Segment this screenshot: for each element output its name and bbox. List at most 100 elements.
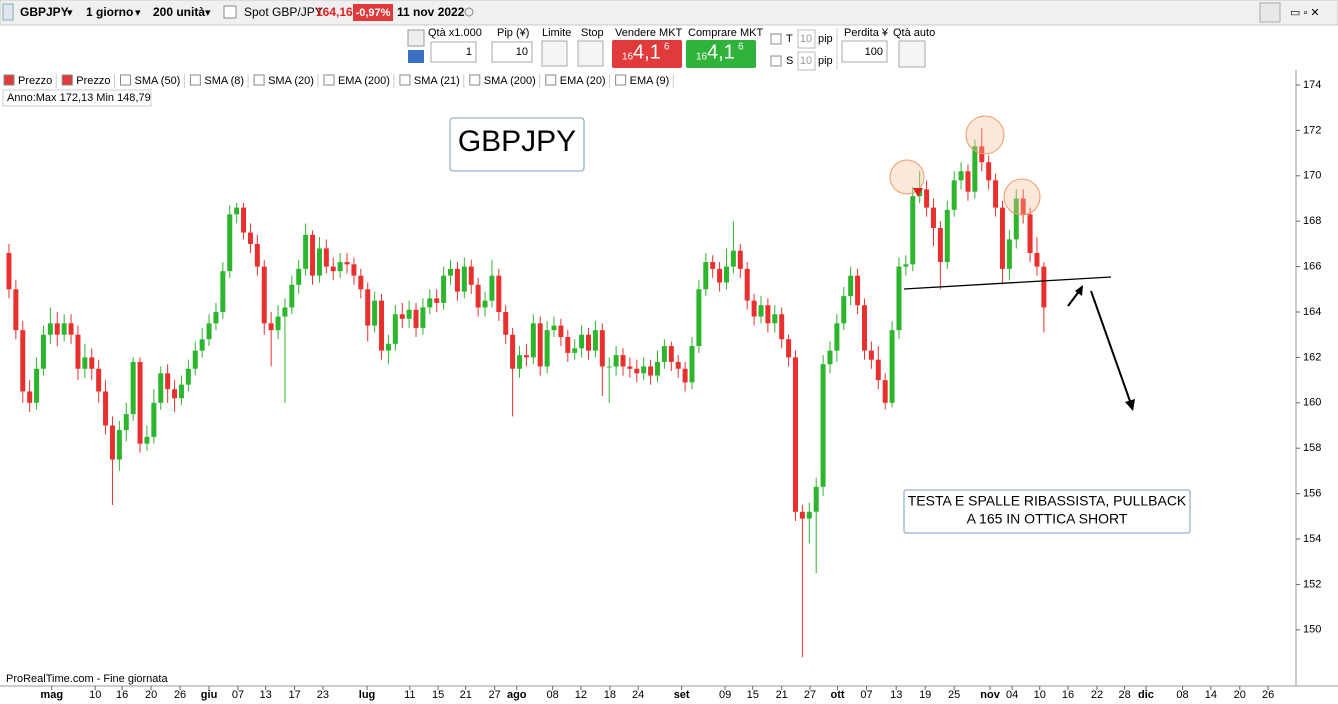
x-tick-label: 22 [1091, 689, 1103, 701]
candle-body [234, 207, 240, 215]
candle-body [20, 330, 26, 392]
candle-body [792, 357, 798, 512]
candle-body [972, 146, 978, 192]
candle-body [178, 384, 184, 399]
sync-icon[interactable] [1259, 2, 1281, 23]
chart-title: GBPJPY [458, 125, 576, 158]
candle-body [482, 300, 488, 308]
candle-body [289, 284, 295, 308]
t-pip: 10 [800, 33, 812, 45]
x-tick-label: 27 [804, 689, 816, 701]
candle-body [351, 264, 357, 276]
menu-icon[interactable] [2, 3, 14, 21]
candle-body [365, 289, 371, 326]
buy-price-main: 4,1 [707, 41, 735, 63]
candle-body [523, 355, 529, 358]
x-tick-label: 07 [232, 689, 244, 701]
legend-box [61, 74, 73, 86]
sell-price-main: 4,1 [633, 41, 661, 63]
keyboard-icon[interactable] [408, 50, 424, 63]
sell-button[interactable] [612, 40, 682, 68]
window-controls[interactable]: ▭ ▫ ✕ [1290, 7, 1320, 19]
candle-body [765, 305, 771, 324]
candle-body [103, 391, 109, 426]
x-tick-label: 16 [116, 689, 128, 701]
s-input[interactable] [797, 51, 816, 71]
stats-box [2, 89, 152, 107]
y-tick-label: 154 [1303, 533, 1321, 545]
x-tick-label: 15 [747, 689, 759, 701]
candle-body [875, 359, 881, 381]
candle-body [254, 243, 260, 267]
symbol[interactable]: GBPJPY [20, 5, 69, 19]
candle-body [579, 334, 585, 349]
buy-label: Comprare MKT [688, 27, 763, 39]
candle-body [358, 275, 364, 290]
candle-body [75, 334, 81, 369]
t-input[interactable] [797, 29, 816, 49]
x-tick-label: 11 [404, 689, 415, 701]
qty-input[interactable] [430, 41, 477, 63]
candle-body [206, 323, 212, 340]
pip-value: 10 [516, 46, 528, 58]
candle-body [1006, 239, 1012, 269]
stop-button[interactable] [577, 40, 604, 67]
candle-body [689, 346, 695, 383]
candle-body [820, 364, 826, 487]
y-tick-label: 152 [1303, 578, 1321, 590]
arrow-head [1125, 399, 1135, 411]
loss-input[interactable] [841, 40, 888, 63]
candle-body [799, 511, 805, 519]
auto-qty-button[interactable] [898, 40, 926, 68]
candle-body [109, 425, 115, 460]
candle-body [330, 266, 336, 272]
candle-body [323, 248, 329, 267]
candle-body [413, 309, 419, 328]
pip-unit: pip [818, 33, 833, 45]
candle-body [227, 214, 233, 272]
spot-label: Spot GBP/JPY [244, 5, 323, 19]
candle-body [599, 330, 605, 367]
candle-body [448, 268, 454, 276]
signal-arrow [913, 188, 923, 197]
limit-label: Limite [542, 27, 571, 39]
limit-button[interactable] [541, 40, 568, 67]
candle-body [648, 366, 654, 376]
candle-body [965, 171, 971, 192]
info-icon[interactable] [223, 5, 237, 19]
candle-body [855, 275, 861, 306]
candle-body [882, 380, 888, 403]
y-tick-label: 164 [1303, 306, 1321, 318]
buy-button[interactable] [686, 40, 756, 68]
candle-body [379, 300, 385, 351]
x-tick-label: 12 [575, 689, 587, 701]
candle-body [165, 373, 171, 390]
x-tick-label: 10 [1034, 689, 1046, 701]
candle-body [930, 207, 936, 229]
legend-label: EMA (9) [630, 75, 670, 87]
candle-body [841, 296, 847, 324]
candle-body [441, 275, 447, 303]
candle-body [779, 314, 785, 340]
candle-body [282, 307, 288, 317]
pip-input[interactable] [491, 41, 533, 63]
x-tick-label: 15 [432, 689, 444, 701]
candle-body [399, 314, 405, 319]
candle-body [392, 314, 398, 344]
pattern-annotation [889, 115, 1135, 411]
settings-icon[interactable] [407, 29, 425, 47]
legend-box [120, 74, 131, 86]
x-tick-label: lug [359, 689, 376, 701]
x-tick-label: nov [980, 689, 1000, 701]
units[interactable]: 200 unità [153, 5, 205, 19]
annotation-line: A 165 IN OTTICA SHORT [967, 511, 1128, 527]
x-tick-label: giu [201, 689, 218, 701]
candle-body [723, 266, 729, 283]
checkbox[interactable] [770, 55, 782, 67]
period[interactable]: 1 giorno [86, 5, 133, 19]
candle-body [185, 368, 191, 385]
dropdown-arrow: ▾ [205, 7, 211, 19]
checkbox[interactable] [770, 33, 782, 45]
s-label: S [786, 55, 793, 67]
y-tick-label: 172 [1303, 124, 1321, 136]
